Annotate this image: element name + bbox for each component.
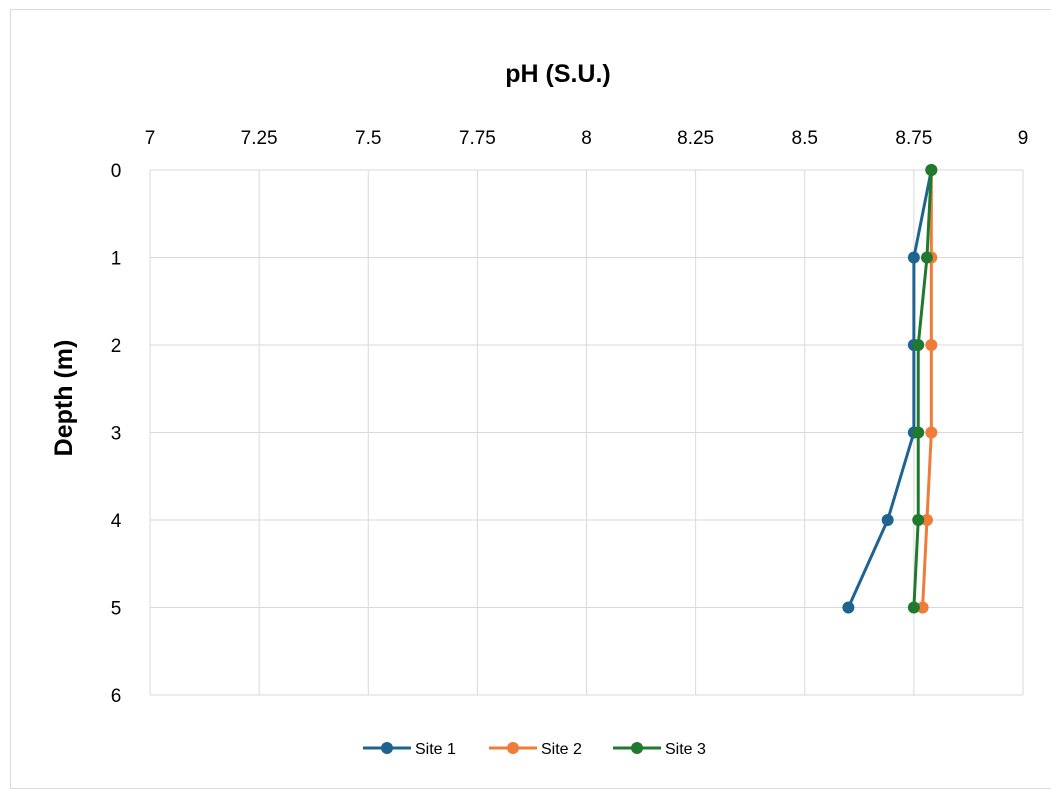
data-point [907, 601, 920, 614]
data-point [925, 426, 938, 439]
x-tick-label: 7.25 [241, 128, 278, 149]
y-tick-label: 3 [111, 424, 122, 445]
series-line [846, 168, 933, 609]
y-tick-label: 0 [111, 161, 122, 182]
data-point [920, 514, 933, 526]
data-point [916, 601, 929, 614]
legend-entry-2: Site 2 [489, 741, 582, 758]
data-point [907, 251, 920, 264]
x-tick-label: 7 [145, 128, 156, 149]
legend-entry-1: Site 1 [363, 741, 456, 758]
y-tick-label: 1 [111, 249, 122, 270]
series-group [842, 164, 938, 614]
legend-marker [631, 742, 643, 754]
data-point [920, 251, 933, 264]
legend-label: Site 2 [541, 741, 582, 758]
data-point [912, 514, 925, 526]
data-point [881, 514, 894, 526]
series-line [912, 168, 933, 609]
data-point [912, 426, 925, 439]
y-tick-label: 2 [111, 336, 122, 357]
y-axis-title: Depth (m) [50, 340, 78, 457]
data-point [842, 601, 855, 614]
gridlines [149, 169, 1024, 696]
y-tick-label: 5 [111, 599, 122, 620]
x-tick-label: 8.25 [677, 128, 714, 149]
legend-label: Site 3 [665, 741, 706, 758]
y-tick-label: 4 [111, 511, 122, 532]
series-3 [907, 164, 938, 614]
legend-marker [507, 742, 519, 754]
series-1 [842, 164, 938, 614]
data-point [925, 164, 938, 176]
chart-frame [10, 9, 1051, 789]
series-line [921, 168, 933, 609]
data-point [925, 339, 938, 351]
legend: Site 1 Site 2 Site 3 [363, 741, 706, 758]
x-tick-label: 8.5 [792, 128, 818, 149]
legend-entry-3: Site 3 [613, 741, 706, 758]
x-tick-label: 8 [581, 128, 592, 149]
y-tick-label: 6 [111, 686, 122, 707]
data-point [912, 339, 925, 351]
x-tick-label: 8.75 [895, 128, 932, 149]
x-tick-label: 7.5 [355, 128, 381, 149]
tick-labels: 7 7.25 7.5 7.75 8 8.25 8.5 8.75 9 0 1 2 3 4 5 6 [111, 128, 1029, 707]
legend-label: Site 1 [415, 741, 456, 758]
legend-marker [381, 742, 393, 754]
x-tick-label: 7.75 [459, 128, 496, 149]
x-tick-label: 9 [1018, 128, 1029, 149]
chart-title: pH (S.U.) [505, 60, 611, 88]
